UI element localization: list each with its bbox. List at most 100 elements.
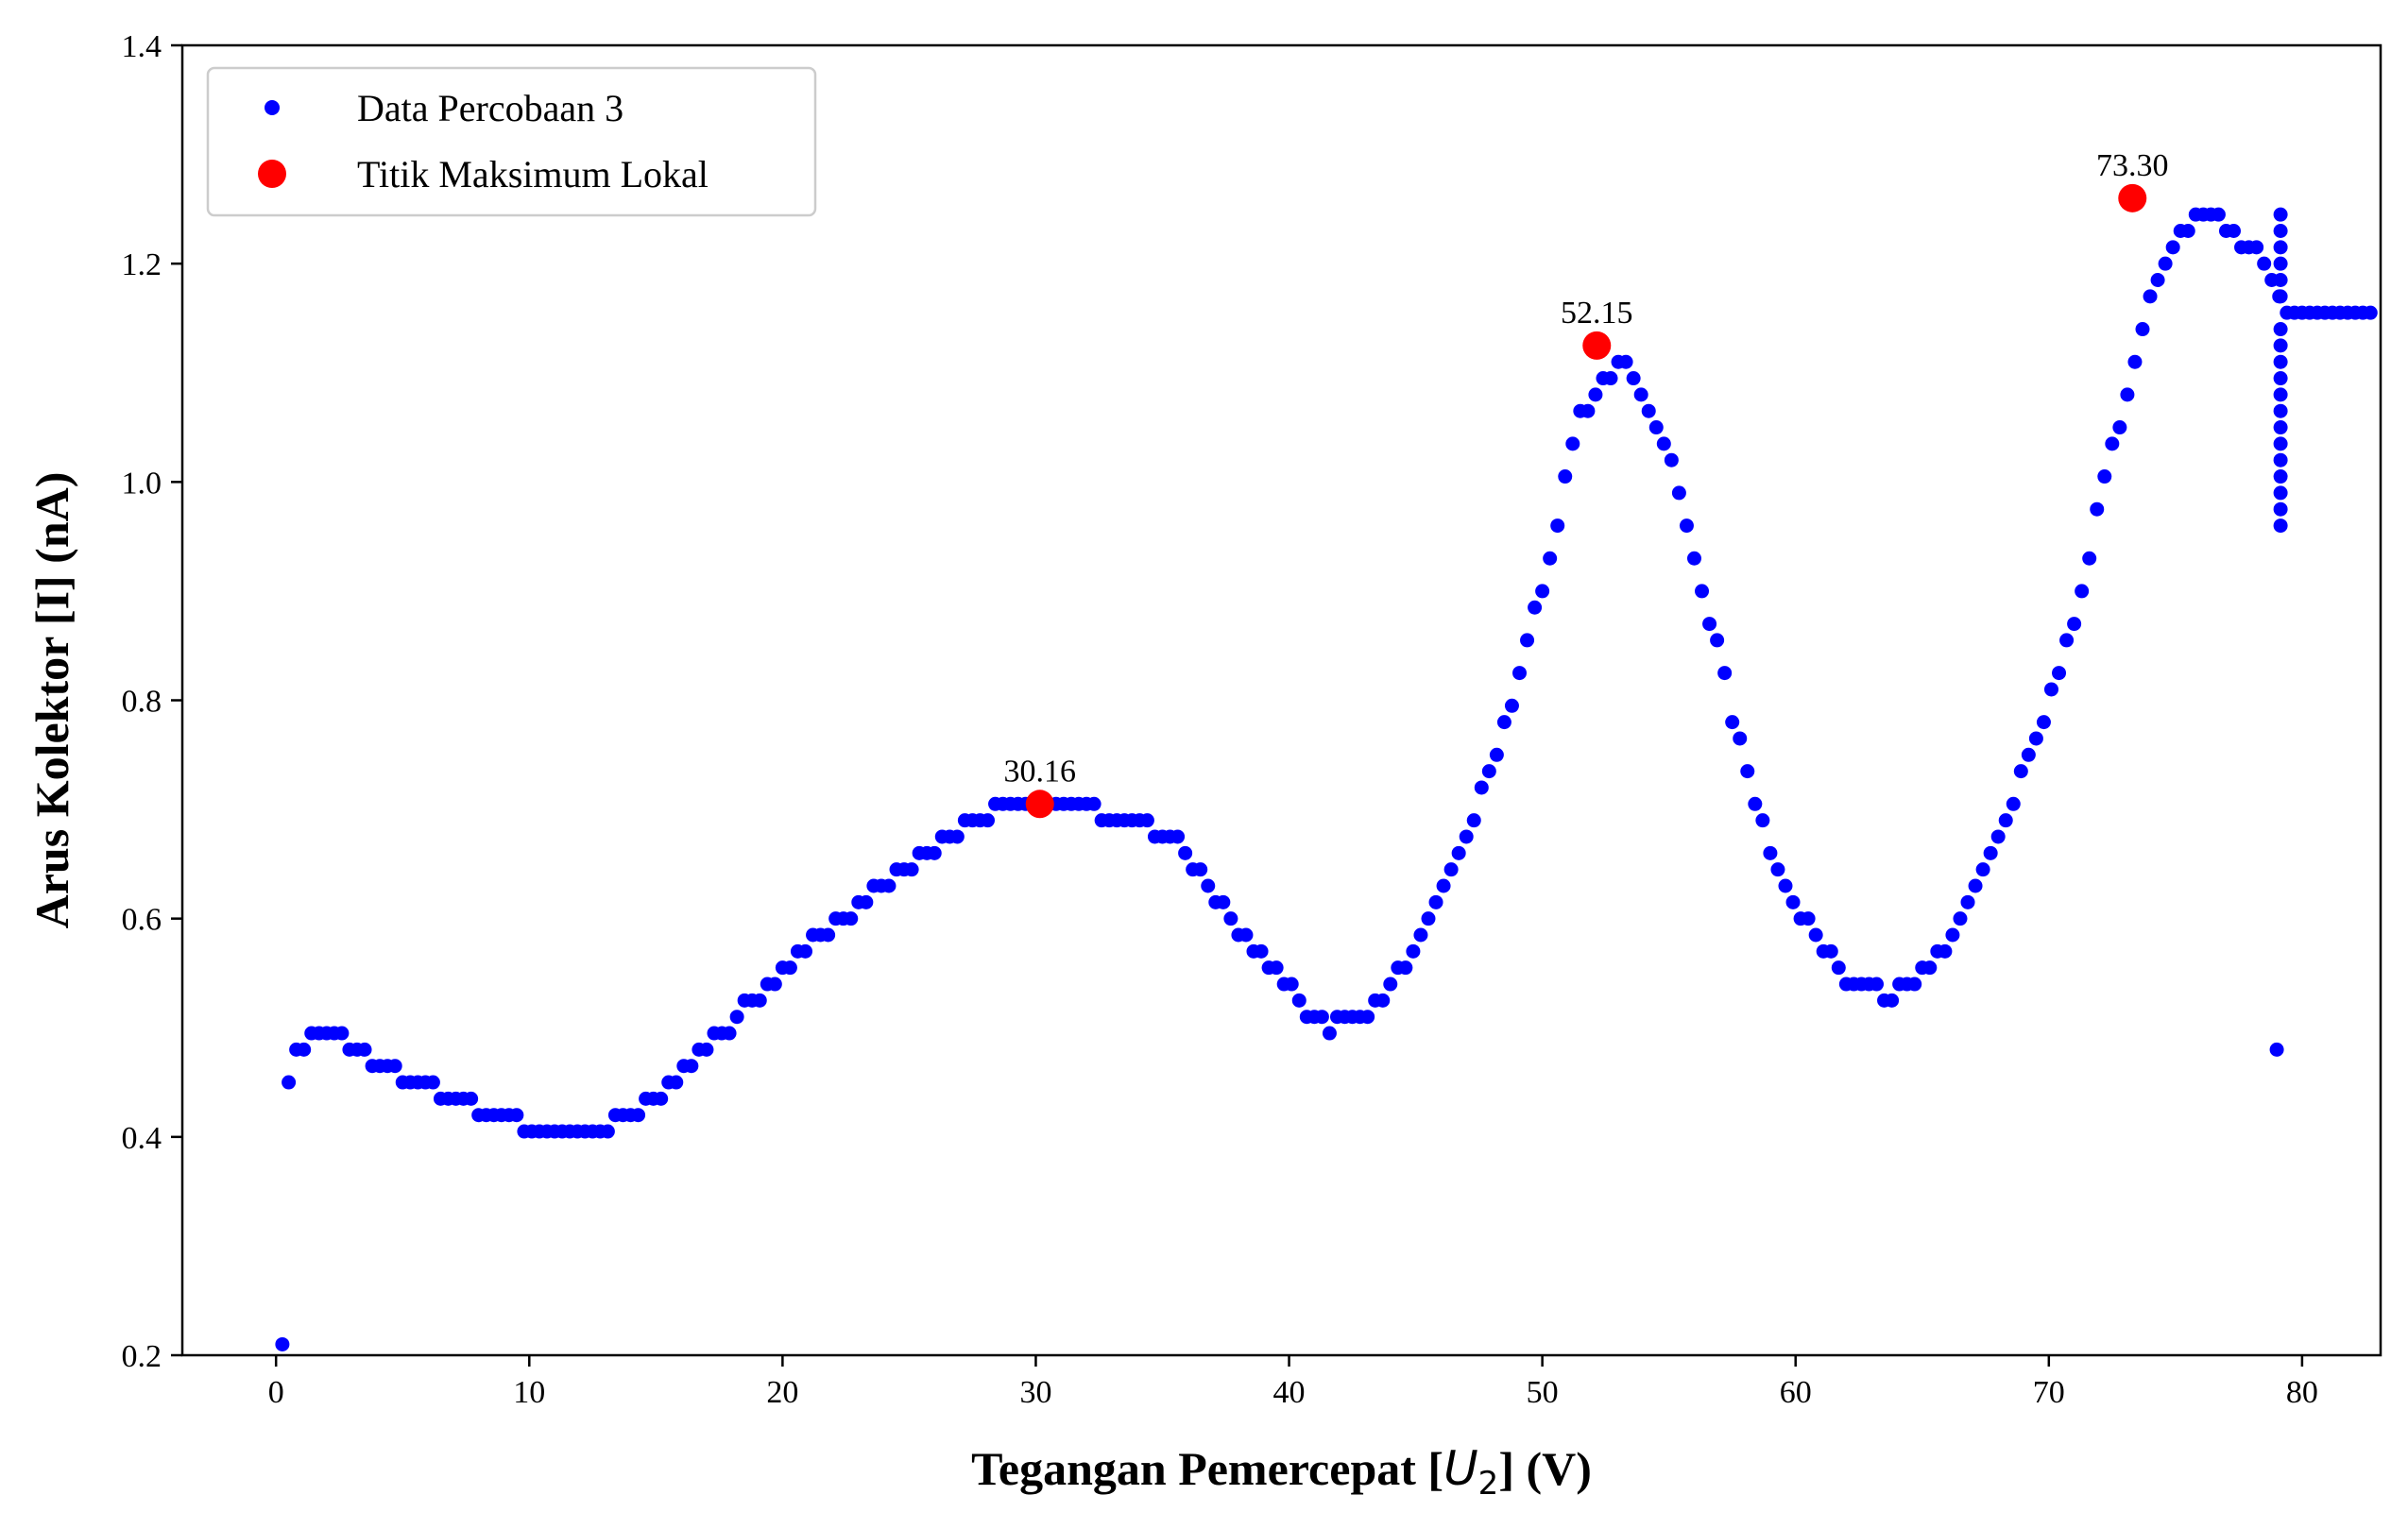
data-point	[1451, 845, 1466, 860]
x-tick-label: 0	[268, 1375, 284, 1410]
data-point	[2227, 223, 2242, 238]
data-point	[1360, 1010, 1375, 1025]
y-axis-title: Arus Kolektor [I] (nA)	[26, 472, 78, 929]
data-point	[1740, 764, 1755, 779]
data-point	[2273, 387, 2288, 402]
data-point	[1558, 469, 1573, 484]
data-point	[2105, 436, 2120, 451]
data-point	[1543, 551, 1558, 566]
data-point	[631, 1108, 646, 1123]
data-point	[1770, 862, 1785, 877]
legend-marker-data	[265, 100, 280, 115]
data-point	[1170, 829, 1186, 844]
data-point	[2269, 1042, 2284, 1057]
data-point	[1641, 403, 1656, 418]
data-point	[1436, 878, 1451, 893]
x-tick-label: 70	[2033, 1375, 2065, 1410]
data-point	[2273, 403, 2288, 418]
data-point	[2180, 223, 2195, 238]
data-point	[722, 1026, 737, 1041]
data-point	[1603, 371, 1618, 386]
data-point	[729, 1010, 744, 1025]
data-point	[1717, 666, 1733, 681]
data-point	[1406, 943, 1421, 959]
data-point	[1528, 600, 1543, 615]
data-point	[2036, 715, 2051, 730]
data-point	[1489, 747, 1504, 762]
data-point	[1223, 911, 1238, 926]
data-point	[1193, 862, 1208, 877]
data-point	[1535, 584, 1550, 599]
data-point	[1725, 715, 1740, 730]
data-point	[1733, 731, 1748, 746]
data-point	[2120, 387, 2135, 402]
ticks-layer: 0 10 20 30 40 50 60 70 80 0.2 0.4 0.6 0.8 1.0 1.2 1.4	[122, 29, 2318, 1410]
data-point	[1778, 878, 1793, 893]
data-point	[2211, 207, 2226, 222]
x-tick-label: 20	[766, 1375, 798, 1410]
data-point	[387, 1059, 402, 1074]
y-tick-label: 0.2	[122, 1339, 162, 1374]
data-point	[2273, 223, 2288, 238]
data-point	[2143, 289, 2158, 304]
data-point	[1398, 960, 1413, 976]
data-point	[2273, 518, 2288, 534]
data-point	[1695, 584, 1710, 599]
data-point	[1139, 813, 1154, 828]
data-point	[669, 1075, 684, 1090]
data-point	[2013, 764, 2028, 779]
data-point	[699, 1042, 714, 1057]
data-point	[1512, 666, 1528, 681]
data-point	[425, 1075, 440, 1090]
local-maximum-label: 52.15	[1561, 296, 1633, 331]
data-point	[1938, 943, 1953, 959]
data-point	[2021, 747, 2036, 762]
y-tick-label: 0.4	[122, 1121, 162, 1156]
data-point	[464, 1091, 479, 1106]
data-point	[1284, 977, 1299, 992]
data-point	[1808, 927, 1823, 943]
data-point	[1945, 927, 1960, 943]
local-maximum-label: 30.16	[1003, 754, 1076, 789]
x-axis-title: Tegangan Pemercepat [U2] (V)	[971, 1441, 1592, 1503]
data-point	[1710, 633, 1725, 648]
data-point	[1679, 518, 1694, 534]
data-point	[1748, 796, 1763, 811]
data-point	[2273, 452, 2288, 467]
data-point	[2257, 256, 2272, 271]
data-point	[1565, 436, 1580, 451]
data-point	[881, 878, 897, 893]
data-point	[2165, 240, 2180, 255]
data-point	[1656, 436, 1671, 451]
data-point	[1686, 551, 1701, 566]
data-point	[1953, 911, 1968, 926]
data-point	[859, 894, 874, 909]
data-point	[1269, 960, 1284, 976]
data-point	[2006, 796, 2021, 811]
data-point	[1671, 485, 1686, 501]
data-point	[1588, 387, 1603, 402]
data-point	[2082, 551, 2097, 566]
data-point	[2273, 338, 2288, 353]
data-point	[1975, 862, 1990, 877]
data-point	[282, 1075, 297, 1090]
data-point	[2028, 731, 2043, 746]
data-point	[509, 1108, 524, 1123]
data-point	[2052, 666, 2067, 681]
local-maximum-point	[2118, 183, 2147, 212]
data-point	[1291, 993, 1306, 1008]
data-point	[821, 927, 836, 943]
x-tick-label: 60	[1780, 1375, 1812, 1410]
data-point	[1459, 829, 1474, 844]
data-point	[2273, 322, 2288, 337]
data-point	[1496, 715, 1511, 730]
data-point	[2273, 207, 2288, 222]
x-tick-label: 80	[2286, 1375, 2318, 1410]
data-point	[297, 1042, 312, 1057]
data-point	[981, 813, 996, 828]
data-point	[2059, 633, 2075, 648]
data-point	[927, 845, 942, 860]
y-tick-label: 1.2	[122, 247, 162, 282]
data-point	[1998, 813, 2013, 828]
data-point	[1990, 829, 2006, 844]
